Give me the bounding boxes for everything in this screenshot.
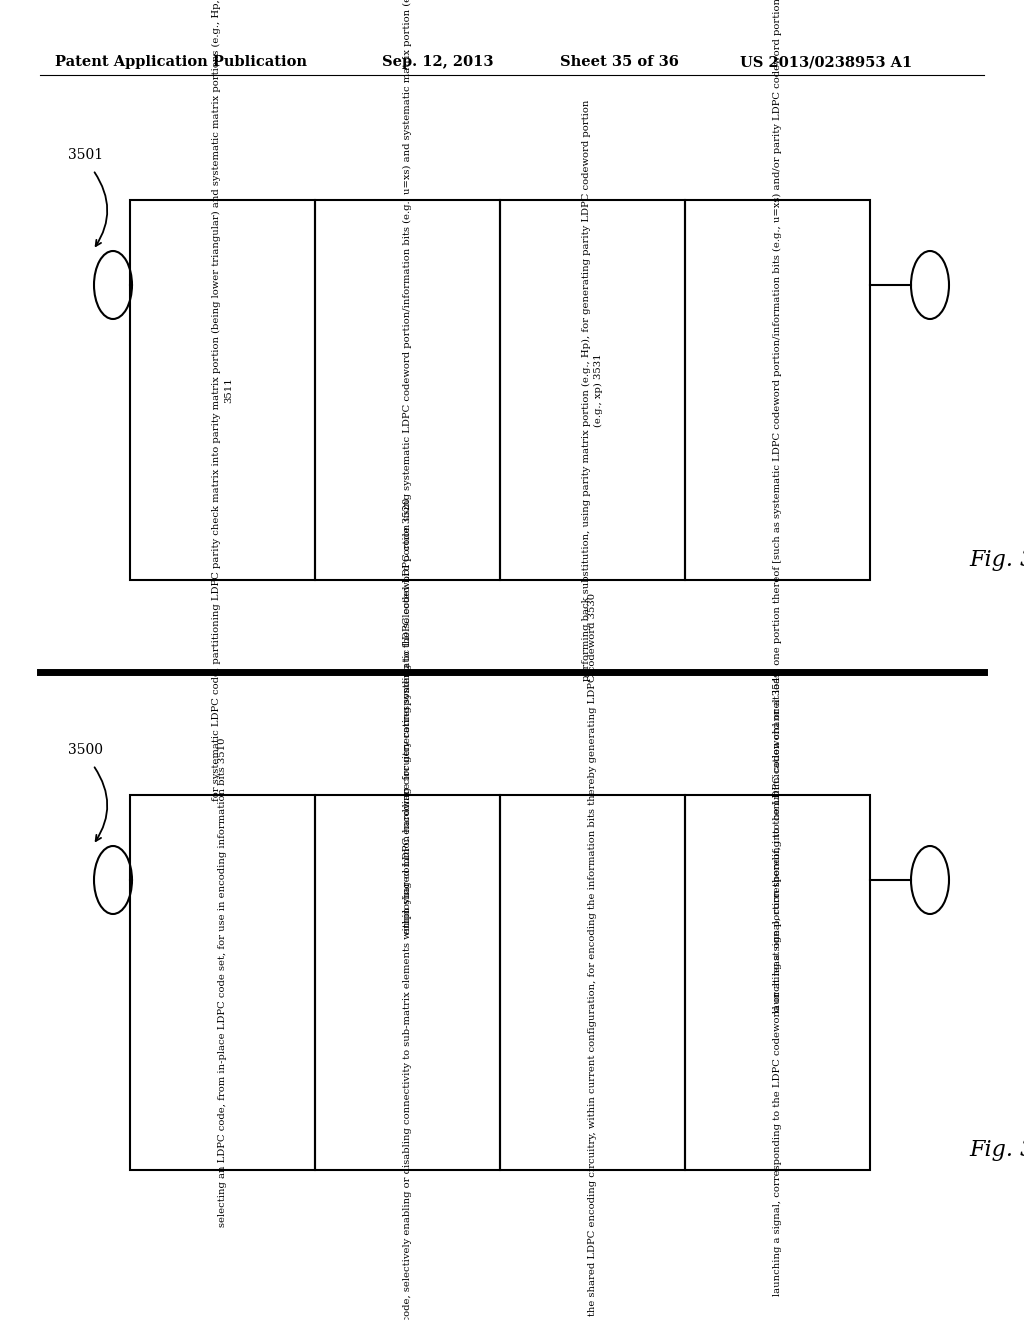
- Bar: [130, 795, 315, 1170]
- Bar: [130, 201, 315, 579]
- Text: 3501: 3501: [68, 148, 103, 162]
- Text: Fig. 35A: Fig. 35A: [969, 1139, 1024, 1162]
- Text: 3500: 3500: [68, 743, 103, 756]
- Text: Fig. 35B: Fig. 35B: [969, 549, 1024, 572]
- Text: launching a signal, corresponding to the LDPC codeword or at least one portion t: launching a signal, corresponding to the…: [773, 0, 782, 1014]
- Bar: [315, 795, 500, 1170]
- Text: based on the selected LDPC code, selectively enabling or disabling connectivity : based on the selected LDPC code, selecti…: [403, 498, 412, 1320]
- Text: US 2013/0238953 A1: US 2013/0238953 A1: [740, 55, 912, 69]
- Text: Patent Application Publication: Patent Application Publication: [55, 55, 307, 69]
- Text: for systematic LDPC code, partitioning LDPC parity check matrix into parity matr: for systematic LDPC code, partitioning L…: [212, 0, 233, 801]
- Text: employing common hardware for generating systematic LDPC codeword portion using : employing common hardware for generating…: [402, 0, 412, 935]
- Text: Sheet 35 of 36: Sheet 35 of 36: [560, 55, 679, 69]
- Text: launching a signal, corresponding to the LDPC codeword or at least one portion t: launching a signal, corresponding to the…: [773, 669, 782, 1296]
- Bar: [685, 201, 870, 579]
- Text: Sep. 12, 2013: Sep. 12, 2013: [382, 55, 494, 69]
- Bar: [500, 795, 685, 1170]
- Text: selecting an LDPC code, from in-place LDPC code set, for use in encoding informa: selecting an LDPC code, from in-place LD…: [218, 738, 227, 1228]
- Text: employing the shared LDPC encoding circuitry, within current configuration, for : employing the shared LDPC encoding circu…: [588, 593, 597, 1320]
- Text: performing back substitution, using parity matrix portion (e.g., Hp), for genera: performing back substitution, using pari…: [582, 99, 603, 681]
- Bar: [315, 201, 500, 579]
- Bar: [500, 201, 685, 579]
- Bar: [685, 795, 870, 1170]
